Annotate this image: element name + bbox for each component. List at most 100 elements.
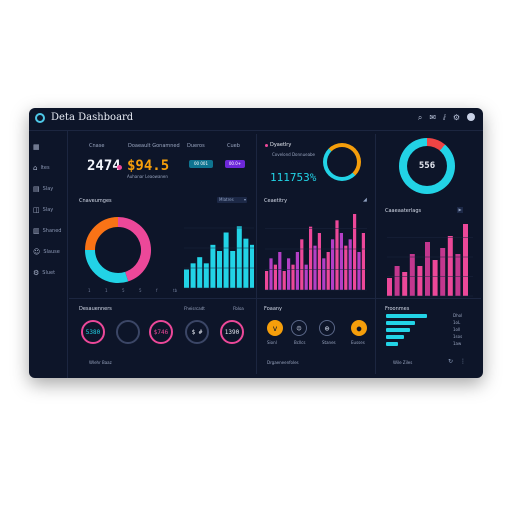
bar bbox=[335, 220, 339, 290]
donut-bar-chart: 1 1 5 5 f tb bbox=[85, 217, 254, 293]
hbar-label: 1oL bbox=[453, 320, 461, 325]
kpi-label-4: Cueb bbox=[227, 143, 240, 149]
bar bbox=[387, 278, 392, 296]
divider bbox=[69, 298, 481, 299]
bar bbox=[417, 266, 423, 296]
search-icon[interactable]: ⌕ bbox=[417, 113, 423, 122]
bar bbox=[273, 264, 277, 290]
bar bbox=[269, 258, 273, 290]
sidebar-item-grid[interactable]: ▦ bbox=[33, 143, 43, 151]
sidebar-item-table[interactable]: ▥ Shaned bbox=[33, 227, 62, 235]
v-icon[interactable]: v bbox=[267, 320, 283, 336]
right-panel-menu-icon[interactable]: ▶ bbox=[457, 207, 463, 213]
bar bbox=[230, 251, 236, 288]
bar bbox=[287, 258, 291, 290]
donut-slice-2 bbox=[85, 249, 129, 283]
bar bbox=[353, 214, 357, 290]
bar bbox=[447, 236, 453, 296]
table-icon: ▥ bbox=[33, 227, 40, 235]
donut-panel-title: Cnaveumges bbox=[79, 198, 112, 204]
bar bbox=[203, 263, 209, 288]
avatar[interactable] bbox=[467, 113, 475, 121]
bottom1-circle-3: $746 bbox=[149, 320, 173, 344]
bar bbox=[317, 233, 321, 290]
hbar-label: 1sos bbox=[453, 334, 463, 339]
kpi-chip-2: 00.0+ bbox=[225, 160, 245, 168]
bar bbox=[295, 252, 299, 290]
bar bbox=[432, 260, 438, 296]
center-panel-menu-icon[interactable]: ◢ bbox=[363, 197, 367, 203]
bottom1-circle-2 bbox=[116, 320, 140, 344]
sidebar-item-layers[interactable]: ◫ Slay bbox=[33, 206, 54, 214]
axis-tick-label: 1 bbox=[105, 288, 108, 293]
kpi-label-3: Dueros bbox=[187, 143, 205, 149]
hbar bbox=[386, 342, 398, 346]
settings-icon[interactable]: ⚙ bbox=[452, 113, 460, 122]
gauge1-label: Dyaetlry bbox=[270, 142, 292, 148]
kpi-chip-1: 00 001 bbox=[189, 160, 213, 168]
donut-slice-3 bbox=[85, 217, 119, 251]
coin-icon[interactable]: ● bbox=[351, 320, 367, 336]
axis-tick-label: f bbox=[156, 288, 158, 293]
bottom1-tab-2[interactable]: Fbloa bbox=[233, 306, 244, 311]
sidebar-item-users[interactable]: ☺ Slause bbox=[33, 248, 60, 256]
sidebar-item-settings[interactable]: ⚙ Sluet bbox=[33, 269, 56, 277]
kpi-value-1: 2474 bbox=[87, 158, 121, 174]
donut-panel-select[interactable]: Mlatres bbox=[217, 197, 247, 203]
bar bbox=[236, 226, 242, 288]
gauge2-value: 556 bbox=[418, 161, 436, 171]
axis-tick-label: 5 bbox=[139, 288, 142, 293]
bottom1-circle-4: $ # bbox=[185, 320, 209, 344]
bottom3-title: Froonmes bbox=[385, 306, 410, 312]
hbar bbox=[386, 321, 415, 325]
kpi-label-2: Doaeault Gonamned bbox=[128, 143, 180, 149]
bottom2-footer[interactable]: Drgaeneenfoles bbox=[267, 360, 299, 365]
bar bbox=[304, 264, 308, 290]
bottom1-footer[interactable]: Wlehr Baaz bbox=[89, 360, 112, 365]
bar bbox=[278, 252, 282, 290]
chart-icon: ▤ bbox=[33, 185, 40, 193]
bottom2-label-4: Eusses bbox=[351, 340, 365, 345]
grid-icon: ▦ bbox=[33, 143, 40, 151]
logo-icon bbox=[35, 113, 45, 123]
sidebar-item-chart[interactable]: ▤ Slay bbox=[33, 185, 54, 193]
right-bar-chart bbox=[387, 224, 473, 297]
mail-icon[interactable]: ✉ bbox=[429, 113, 437, 122]
kpi-sub-2: Auhanar Leaowanen bbox=[127, 174, 168, 179]
bottom1-tab-1[interactable]: Fheisrcadt bbox=[184, 306, 205, 311]
divider bbox=[256, 134, 257, 374]
sidebar: ▦ ⌂ Ites ▤ Slay ◫ Slay ▥ Shaned ☺ Slause ⚙ Slu… bbox=[29, 131, 68, 378]
bar bbox=[300, 239, 304, 290]
refresh-icon[interactable]: ↻ bbox=[448, 358, 454, 365]
bar bbox=[326, 252, 330, 290]
hbar-label: 1aw bbox=[453, 341, 462, 346]
bar bbox=[322, 258, 326, 290]
divider bbox=[375, 134, 376, 374]
bar bbox=[402, 272, 408, 296]
more-icon[interactable]: ⋮ bbox=[460, 358, 466, 365]
bar bbox=[243, 238, 249, 288]
globe-icon[interactable]: ⊕ bbox=[319, 320, 335, 336]
bar bbox=[348, 239, 352, 290]
sidebar-item-home[interactable]: ⌂ Ites bbox=[33, 164, 50, 172]
hbar bbox=[386, 314, 427, 318]
bar bbox=[197, 257, 203, 288]
bar bbox=[463, 224, 468, 296]
bar bbox=[223, 232, 229, 288]
bottom2-title: Foaany bbox=[264, 306, 283, 312]
info-icon[interactable]: ⅈ bbox=[443, 113, 446, 122]
axis-tick-label: 1 bbox=[88, 288, 91, 293]
kpi-value-2: $94.5 bbox=[127, 158, 170, 174]
bar bbox=[217, 251, 222, 288]
bar bbox=[331, 239, 335, 290]
hbar-label: Dhol bbox=[453, 313, 463, 318]
emoji-icon[interactable]: ☺ bbox=[291, 320, 307, 336]
bottom3-footer[interactable]: Wile Ziles bbox=[393, 360, 413, 365]
bottom1-circle-1: 5380 bbox=[81, 320, 105, 344]
right-panel-title: Caaeaaterlags bbox=[385, 208, 422, 214]
donut-slice-1 bbox=[117, 217, 151, 282]
bar bbox=[309, 226, 313, 290]
bar bbox=[455, 254, 461, 296]
axis-tick-label: 5 bbox=[122, 288, 125, 293]
bar bbox=[313, 245, 317, 290]
